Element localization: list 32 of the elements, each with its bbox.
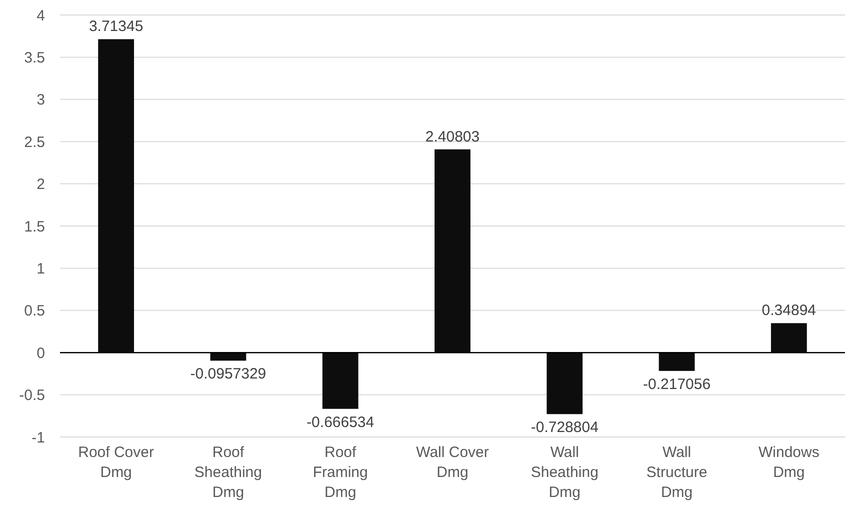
- y-tick-label: 2: [36, 176, 45, 194]
- bar: [434, 149, 470, 353]
- data-label: -0.728804: [530, 419, 598, 436]
- bar: [770, 323, 807, 353]
- data-label: -0.666534: [306, 414, 374, 431]
- y-tick-label: 2.5: [24, 134, 45, 151]
- y-tick-label: 4: [36, 7, 45, 24]
- x-tick-label: Wall Sheathing Dmg: [530, 444, 598, 501]
- x-tick-label: Wall Structure Dmg: [646, 444, 708, 501]
- y-tick-label: 1: [36, 260, 45, 278]
- bar: [658, 352, 695, 371]
- y-tick-label: 0: [36, 344, 45, 362]
- x-tick-label: Roof Sheathing Dmg: [194, 444, 262, 501]
- bar: [546, 352, 583, 414]
- y-tick-label: 3: [36, 92, 45, 109]
- y-tick-label: 1.5: [24, 218, 45, 236]
- y-tick-label: 0.5: [24, 302, 45, 320]
- bar: [98, 39, 134, 353]
- data-label: -0.217056: [643, 376, 711, 393]
- data-label: 3.71345: [88, 18, 144, 36]
- y-tick-label: 3.5: [24, 49, 45, 66]
- x-tick-label: Roof Cover Dmg: [78, 444, 154, 481]
- x-tick-label: Windows Dmg: [758, 444, 820, 481]
- y-tick-label: -0.5: [19, 387, 45, 404]
- data-label: 0.34894: [762, 302, 816, 320]
- bar: [210, 352, 246, 361]
- x-tick-label: Roof Framing Dmg: [312, 444, 368, 501]
- y-tick-label: -1: [32, 429, 45, 446]
- data-label: -0.0957329: [190, 366, 266, 383]
- bar: [322, 352, 358, 409]
- data-label: 2.40803: [425, 128, 480, 146]
- x-tick-label: Wall Cover Dmg: [416, 444, 489, 481]
